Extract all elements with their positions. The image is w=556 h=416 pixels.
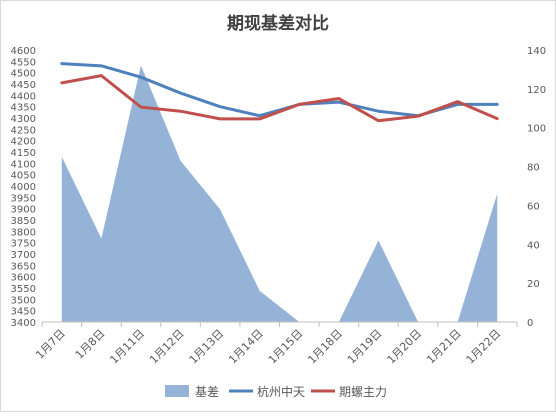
left-tick-label: 3850 bbox=[11, 216, 36, 227]
right-axis: 0 20 40 60 80 100 120 140 bbox=[527, 46, 546, 329]
chart-title: 期现基差对比 bbox=[227, 13, 329, 34]
right-tick-label: 100 bbox=[527, 124, 546, 135]
right-tick-label: 60 bbox=[527, 201, 540, 212]
left-tick-label: 4050 bbox=[11, 171, 36, 182]
right-tick-label: 80 bbox=[527, 163, 540, 174]
left-tick-label: 3550 bbox=[11, 284, 36, 295]
line-series-layer bbox=[60, 62, 499, 123]
legend-label: 基差 bbox=[195, 385, 219, 399]
left-tick-label: 4200 bbox=[11, 137, 36, 148]
left-tick-label: 4450 bbox=[11, 80, 36, 91]
left-tick-label: 4500 bbox=[11, 69, 36, 80]
right-tick-label: 140 bbox=[527, 46, 546, 57]
left-tick-label: 3400 bbox=[11, 318, 36, 329]
left-tick-label: 4400 bbox=[11, 91, 36, 102]
area-series-basis bbox=[61, 65, 498, 323]
left-tick-label: 3900 bbox=[11, 205, 36, 216]
left-tick-label: 4000 bbox=[11, 182, 36, 193]
legend: 基差 杭州中天 期螺主力 bbox=[165, 384, 387, 399]
left-tick-label: 4150 bbox=[11, 148, 36, 159]
left-tick-label: 4600 bbox=[11, 46, 36, 57]
right-tick-label: 20 bbox=[527, 279, 540, 290]
left-tick-label: 4250 bbox=[11, 125, 36, 136]
left-tick-label: 4300 bbox=[11, 114, 36, 125]
left-tick-label: 3800 bbox=[11, 227, 36, 238]
left-tick-label: 3700 bbox=[11, 250, 36, 261]
line-series-rebar-main bbox=[60, 74, 499, 123]
legend-label: 期螺主力 bbox=[339, 385, 387, 399]
left-tick-label: 3450 bbox=[11, 307, 36, 318]
left-tick-label: 4350 bbox=[11, 103, 36, 114]
right-tick-label: 0 bbox=[527, 318, 533, 329]
left-tick-label: 3500 bbox=[11, 295, 36, 306]
left-tick-label: 4100 bbox=[11, 159, 36, 170]
left-axis: 3400345035003550360036503700375038003850… bbox=[11, 46, 36, 329]
right-tick-label: 40 bbox=[527, 240, 540, 251]
legend-swatch-basis bbox=[165, 385, 189, 397]
left-tick-label: 3950 bbox=[11, 193, 36, 204]
left-tick-label: 4550 bbox=[11, 57, 36, 68]
area-series-layer bbox=[61, 65, 498, 323]
legend-label: 杭州中天 bbox=[257, 384, 305, 399]
left-tick-label: 3600 bbox=[11, 273, 36, 284]
left-tick-label: 3750 bbox=[11, 239, 36, 250]
left-tick-label: 3650 bbox=[11, 261, 36, 272]
right-tick-label: 120 bbox=[527, 85, 546, 96]
